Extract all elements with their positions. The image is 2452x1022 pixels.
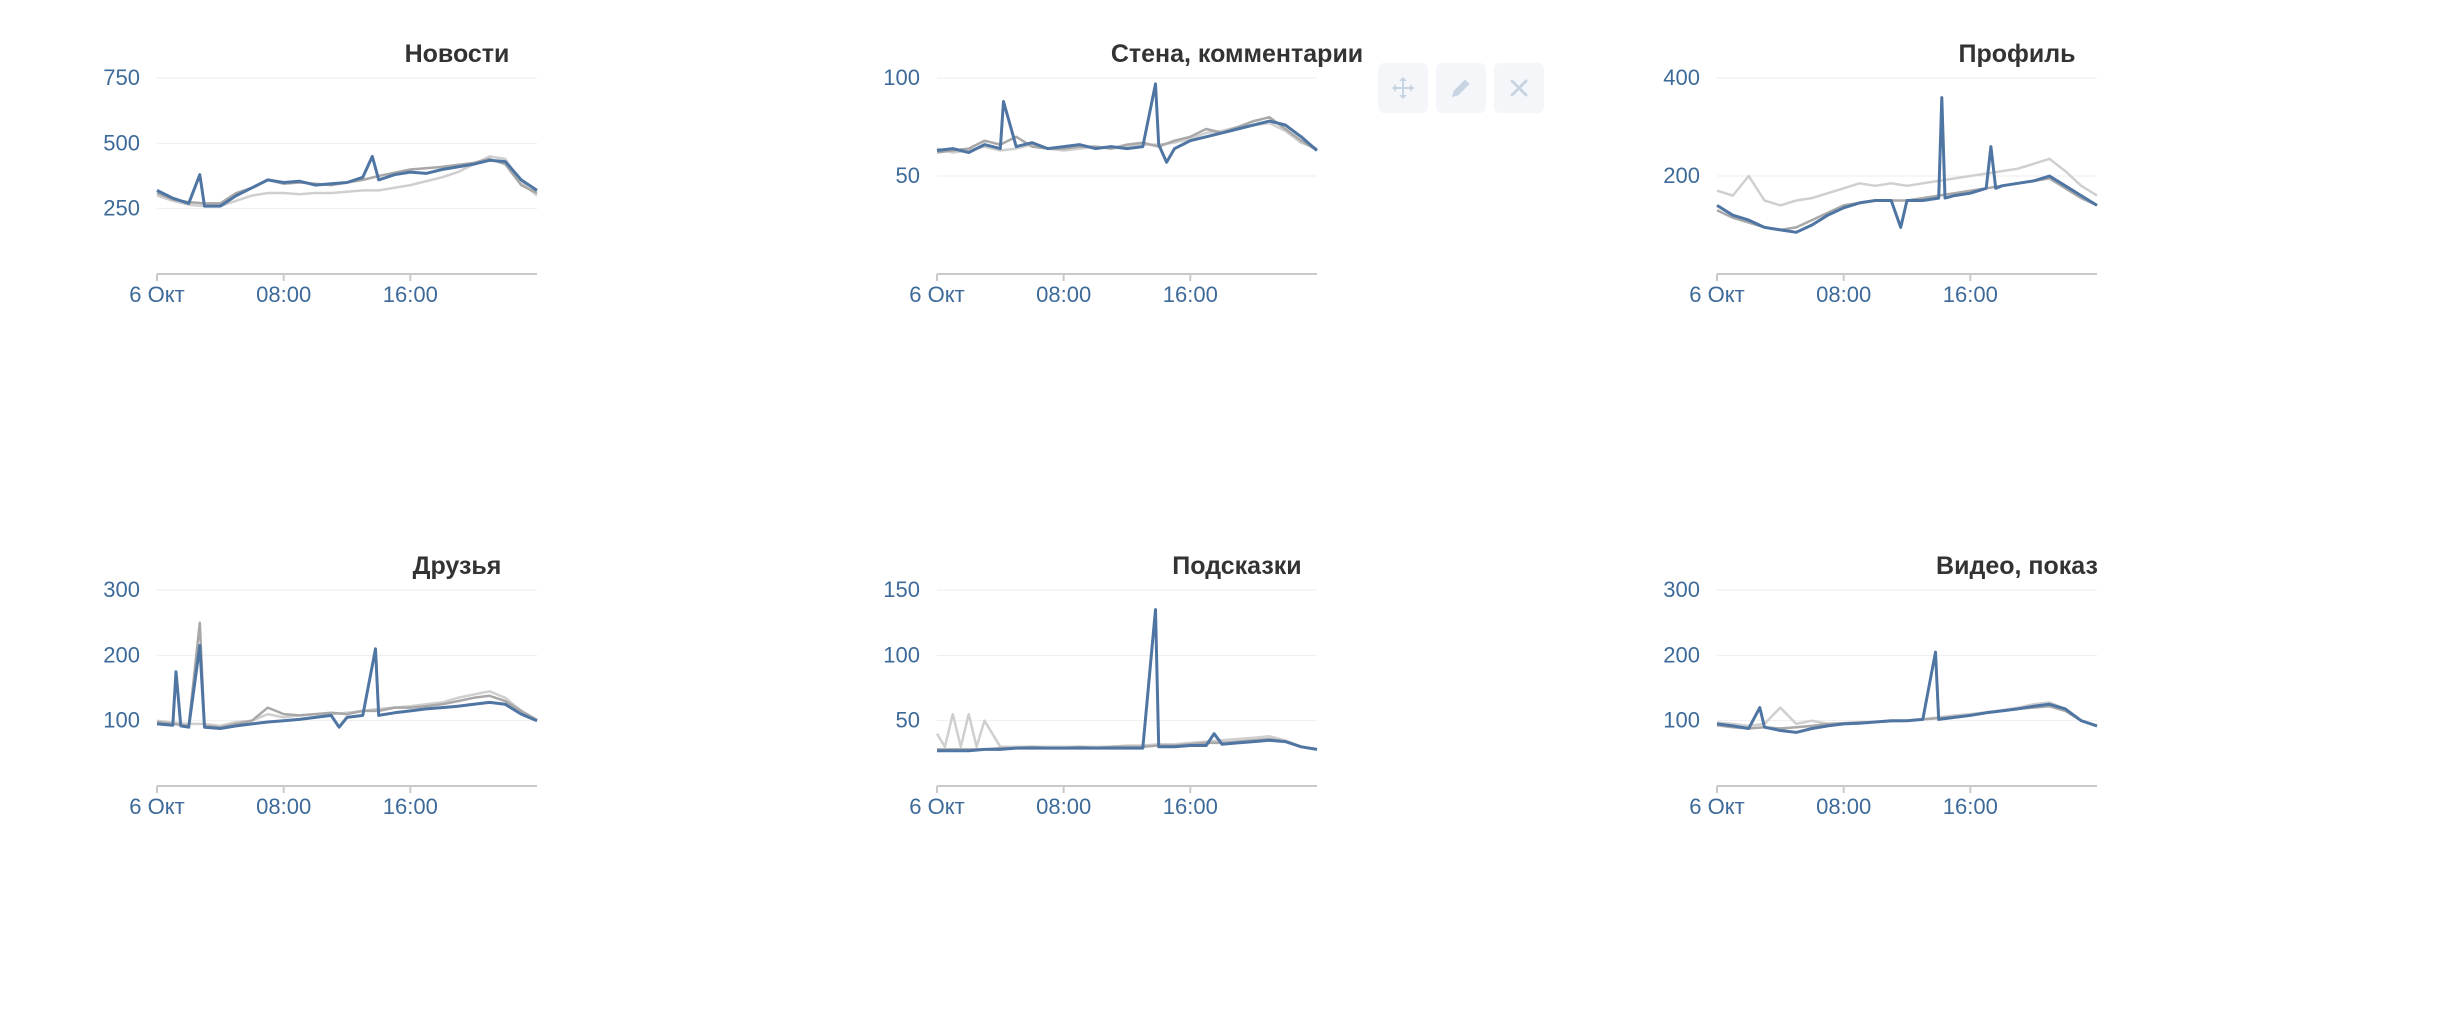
chart-panel-wall-comments: Стена, комментарии 50 100 6 Окт 08:00 16:00 — [840, 40, 1600, 510]
chart-panel-hints: Подсказки 50 100 150 6 Окт 08:00 16:00 — [840, 552, 1600, 1022]
series-line-0 — [156, 154, 538, 208]
chart-title: Профиль — [1958, 40, 2075, 68]
series-line-0 — [1716, 96, 2098, 234]
x-tick-label: 6 Окт — [909, 282, 964, 307]
x-tick-label: 08:00 — [1036, 794, 1091, 819]
chart-title: Друзья — [413, 552, 502, 580]
chart-title: Подсказки — [1172, 552, 1301, 580]
x-tick-label: 16:00 — [383, 794, 438, 819]
y-tick-label: 200 — [1663, 163, 1700, 188]
y-tick-label: 100 — [883, 65, 920, 90]
chart-title: Новости — [405, 40, 510, 68]
y-tick-label: 200 — [1663, 642, 1700, 667]
chart-panel-video-views: Видео, показ 100 200 300 6 Окт 08:00 16:00 — [1620, 552, 2380, 1022]
pencil-icon — [1452, 79, 1470, 97]
chart-svg: Друзья 100 200 300 6 Окт 08:00 16:00 — [103, 552, 538, 819]
x-tick-label: 16:00 — [1163, 794, 1218, 819]
y-tick-label: 500 — [103, 130, 140, 155]
series-line-1 — [1716, 705, 2098, 730]
y-tick-label: 200 — [103, 642, 140, 667]
chart-svg: Профиль 200 400 6 Окт 08:00 16:00 — [1663, 40, 2098, 307]
chart-svg: Видео, показ 100 200 300 6 Окт 08:00 16:00 — [1663, 552, 2098, 819]
series-line-1 — [156, 621, 538, 729]
chart-svg: Стена, комментарии 50 100 6 Окт 08:00 16:00 — [883, 40, 1363, 307]
x-tick-label: 08:00 — [256, 794, 311, 819]
panel-toolbar — [1378, 63, 1544, 113]
series-line-0 — [1716, 650, 2098, 734]
y-tick-label: 50 — [896, 708, 920, 733]
close-icon — [1510, 79, 1528, 97]
y-tick-label: 100 — [883, 642, 920, 667]
chart-title: Видео, показ — [1936, 552, 2098, 580]
edit-button[interactable] — [1436, 63, 1486, 113]
x-tick-label: 16:00 — [1943, 282, 1998, 307]
series-line-0 — [937, 608, 1318, 753]
y-tick-label: 50 — [896, 163, 920, 188]
x-tick-label: 08:00 — [1036, 282, 1091, 307]
x-tick-label: 08:00 — [1816, 282, 1871, 307]
chart-panel-friends: Друзья 100 200 300 6 Окт 08:00 16:00 — [60, 552, 820, 1022]
x-tick-label: 16:00 — [1163, 282, 1218, 307]
y-tick-label: 300 — [1663, 577, 1700, 602]
x-tick-label: 6 Окт — [1689, 794, 1744, 819]
chart-panel-profile: Профиль 200 400 6 Окт 08:00 16:00 — [1620, 40, 2380, 510]
chart-panel-news: Новости 250 500 750 6 Окт 08:00 16:00 — [60, 40, 820, 510]
x-tick-label: 16:00 — [383, 282, 438, 307]
series-line-2 — [1716, 157, 2098, 207]
y-tick-label: 250 — [103, 196, 140, 221]
chart-title: Стена, комментарии — [1111, 40, 1363, 68]
x-tick-label: 08:00 — [1816, 794, 1871, 819]
close-button[interactable] — [1494, 63, 1544, 113]
y-tick-label: 750 — [103, 65, 140, 90]
series-line-0 — [156, 644, 538, 730]
y-tick-label: 400 — [1663, 65, 1700, 90]
move-arrows-icon — [1392, 77, 1414, 99]
x-tick-label: 6 Окт — [129, 794, 184, 819]
series-line-0 — [936, 82, 1318, 164]
move-button[interactable] — [1378, 63, 1428, 113]
x-tick-label: 6 Окт — [1689, 282, 1744, 307]
y-tick-label: 100 — [103, 708, 140, 733]
x-tick-label: 08:00 — [256, 282, 311, 307]
y-tick-label: 100 — [1663, 708, 1700, 733]
series-line-2 — [935, 712, 1318, 751]
chart-svg: Подсказки 50 100 150 6 Окт 08:00 16:00 — [883, 552, 1318, 819]
x-tick-label: 16:00 — [1943, 794, 1998, 819]
y-tick-label: 150 — [883, 577, 920, 602]
series-line-2 — [156, 690, 538, 728]
x-tick-label: 6 Окт — [129, 282, 184, 307]
chart-svg: Новости 250 500 750 6 Окт 08:00 16:00 — [103, 40, 538, 307]
x-tick-label: 6 Окт — [909, 794, 964, 819]
y-tick-label: 300 — [103, 577, 140, 602]
